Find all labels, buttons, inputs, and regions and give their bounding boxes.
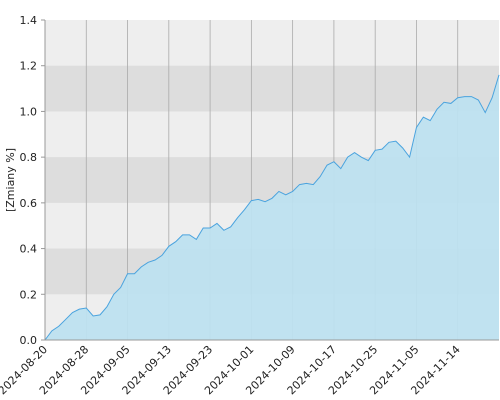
area (45, 74, 499, 340)
y-axis-label: [Zmiany %] (4, 148, 17, 212)
y-tick-label: 0.2 (20, 288, 38, 301)
y-tick-label: 1.2 (20, 60, 38, 73)
y-tick-label: 0.8 (20, 151, 38, 164)
y-tick-label: 0.0 (20, 334, 38, 347)
y-tick-label: 1.0 (20, 105, 38, 118)
y-tick-label: 0.6 (20, 197, 38, 210)
grid-band (45, 65, 499, 112)
line (44, 74, 500, 341)
y-tick-label: 0.4 (20, 243, 38, 256)
y-tick-label: 1.4 (20, 14, 38, 27)
